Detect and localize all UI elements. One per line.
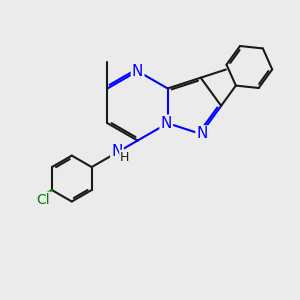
Text: N: N bbox=[196, 126, 208, 141]
Text: N: N bbox=[160, 116, 172, 131]
Text: H: H bbox=[120, 151, 130, 164]
Text: N: N bbox=[111, 144, 123, 159]
Text: N: N bbox=[132, 64, 143, 79]
Text: Cl: Cl bbox=[36, 193, 50, 207]
